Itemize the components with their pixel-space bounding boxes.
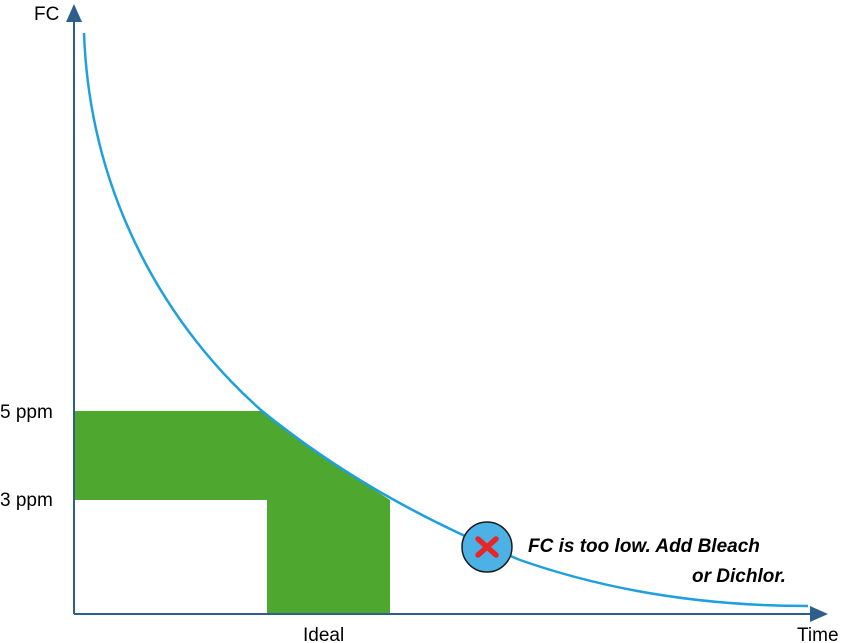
x-tick-ideal: Ideal (303, 625, 344, 643)
red-x-icon (475, 536, 499, 558)
annotation-line-2: or Dichlor. (692, 566, 786, 587)
fc-decay-curve (82, 32, 809, 608)
y-tick-5ppm: 5 ppm (0, 402, 53, 423)
y-tick-3ppm: 3 ppm (0, 490, 53, 511)
annotation-line-1: FC is too low. Add Bleach (528, 536, 760, 557)
low-fc-marker (461, 521, 513, 573)
ideal-range-region (75, 411, 390, 614)
y-axis-label: FC (34, 4, 59, 25)
x-axis-label: Time (797, 625, 839, 643)
